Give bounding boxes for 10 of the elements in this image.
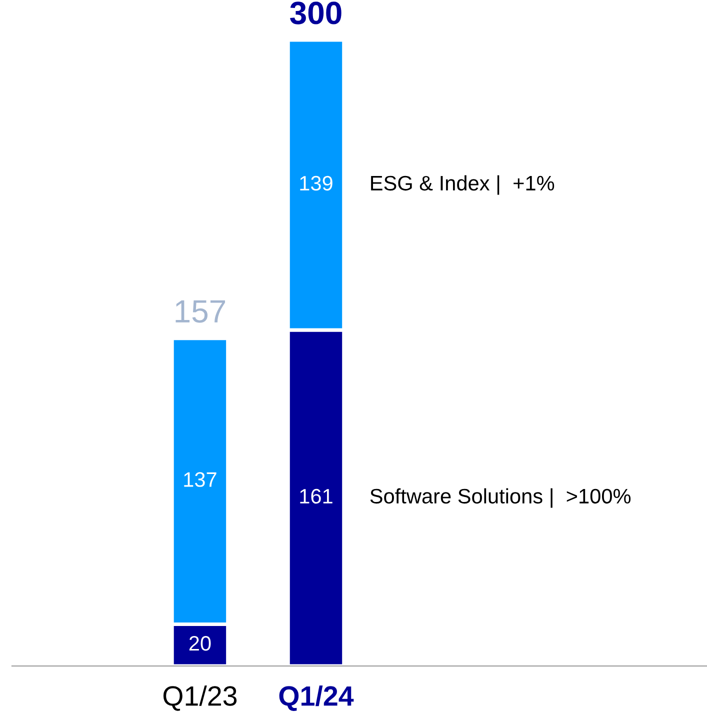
x-tick-label: Q1/24: [279, 685, 354, 712]
total-label: 157: [176, 300, 226, 323]
data-label: 20: [189, 636, 211, 651]
series-label: Software Solutions | >100%: [370, 488, 631, 508]
data-label: 161: [300, 488, 332, 504]
series-label: ESG & Index | +1%: [371, 175, 554, 195]
x-tick-label: Q1/23: [163, 685, 237, 711]
data-label: 137: [184, 472, 216, 487]
total-label: 300: [290, 2, 342, 24]
data-label: 139: [300, 176, 332, 191]
